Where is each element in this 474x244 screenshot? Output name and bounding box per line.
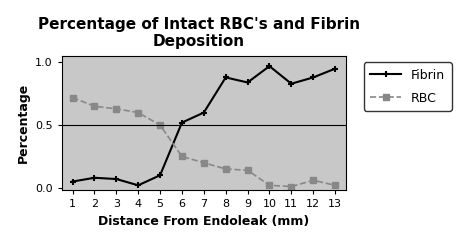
Line: Fibrin: Fibrin (69, 63, 338, 189)
RBC (223, 168, 228, 171)
Line: RBC: RBC (70, 95, 338, 189)
RBC (332, 184, 338, 187)
Fibrin (91, 176, 97, 179)
RBC (266, 184, 272, 187)
RBC (157, 124, 163, 127)
RBC (113, 107, 119, 110)
RBC (310, 179, 316, 182)
Fibrin (136, 184, 141, 187)
Fibrin (201, 111, 207, 114)
RBC (289, 185, 294, 188)
RBC (91, 105, 97, 108)
Fibrin (266, 65, 272, 68)
Fibrin (310, 76, 316, 79)
Fibrin (289, 82, 294, 85)
RBC (201, 161, 207, 164)
Text: Percentage of Intact RBC's and Fibrin
Deposition: Percentage of Intact RBC's and Fibrin De… (38, 17, 360, 50)
Fibrin (70, 180, 75, 183)
Fibrin (223, 76, 228, 79)
Legend: Fibrin, RBC: Fibrin, RBC (364, 62, 452, 111)
Fibrin (157, 174, 163, 177)
RBC (136, 111, 141, 114)
RBC (245, 169, 250, 172)
Fibrin (113, 178, 119, 181)
Y-axis label: Percentage: Percentage (17, 83, 29, 163)
X-axis label: Distance From Endoleak (mm): Distance From Endoleak (mm) (98, 215, 310, 228)
RBC (179, 155, 185, 158)
Fibrin (245, 81, 250, 84)
Fibrin (179, 121, 185, 124)
Fibrin (332, 67, 338, 70)
RBC (70, 96, 75, 99)
